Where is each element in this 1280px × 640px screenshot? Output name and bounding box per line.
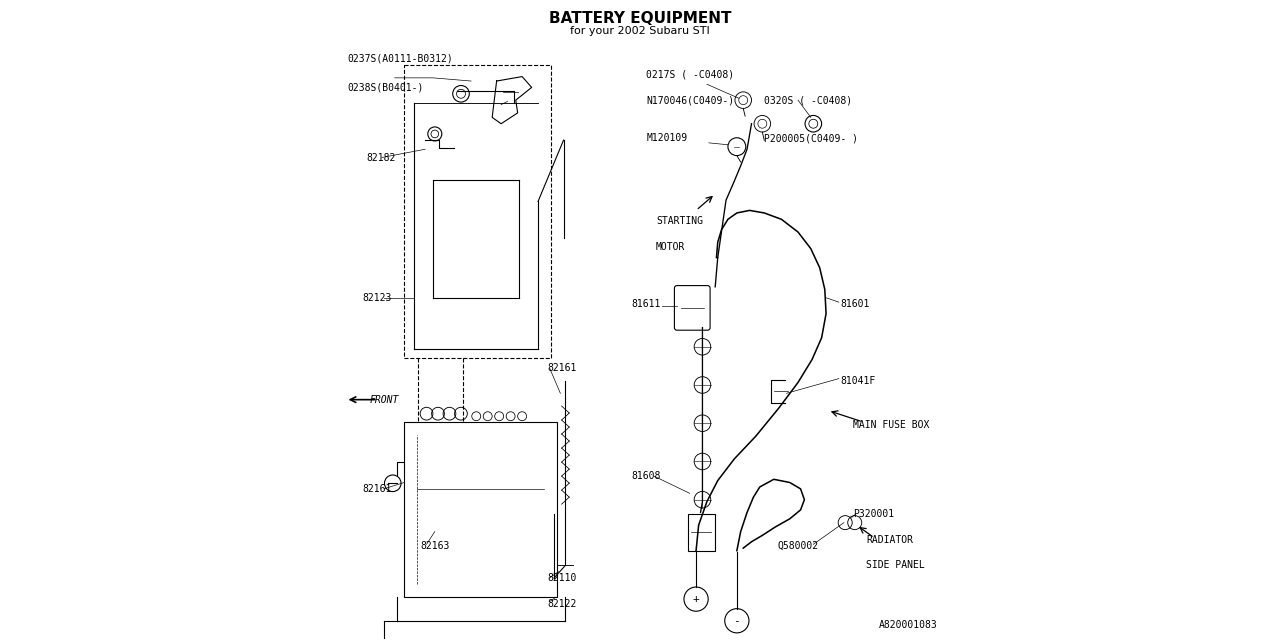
- Text: RADIATOR: RADIATOR: [867, 535, 913, 545]
- Text: 81608: 81608: [632, 471, 660, 481]
- Text: 82163: 82163: [420, 541, 449, 551]
- Text: 0237S(A0111-B0312): 0237S(A0111-B0312): [347, 54, 453, 64]
- Text: BATTERY EQUIPMENT: BATTERY EQUIPMENT: [549, 11, 731, 26]
- Text: M120109: M120109: [646, 133, 687, 143]
- Text: MAIN FUSE BOX: MAIN FUSE BOX: [854, 420, 929, 430]
- Text: 0320S ( -C0408): 0320S ( -C0408): [764, 95, 852, 105]
- Text: for your 2002 Subaru STI: for your 2002 Subaru STI: [570, 26, 710, 36]
- Text: 82182: 82182: [366, 152, 396, 163]
- Text: 0217S ( -C0408): 0217S ( -C0408): [646, 70, 735, 79]
- Text: P200005(C0409- ): P200005(C0409- ): [764, 133, 859, 143]
- Text: 81601: 81601: [841, 299, 870, 309]
- Text: 82122: 82122: [548, 598, 577, 609]
- Text: 81041F: 81041F: [841, 376, 876, 385]
- Text: 82161: 82161: [362, 484, 392, 494]
- Text: 82123: 82123: [362, 292, 392, 303]
- Text: A820001083: A820001083: [879, 620, 938, 630]
- Text: MOTOR: MOTOR: [655, 242, 685, 252]
- Text: 0238S(B0401-): 0238S(B0401-): [347, 83, 424, 92]
- Text: -: -: [733, 616, 740, 626]
- Text: +: +: [692, 594, 699, 604]
- Text: 82110: 82110: [548, 573, 577, 583]
- Text: FRONT: FRONT: [369, 395, 398, 404]
- Text: SIDE PANEL: SIDE PANEL: [867, 561, 925, 570]
- Text: N170046(C0409-): N170046(C0409-): [646, 95, 735, 105]
- Text: Q580002: Q580002: [777, 541, 818, 551]
- Text: 81611: 81611: [632, 299, 660, 309]
- Text: P320001: P320001: [854, 509, 895, 519]
- Text: 82161: 82161: [548, 363, 577, 372]
- Text: STARTING: STARTING: [655, 216, 703, 226]
